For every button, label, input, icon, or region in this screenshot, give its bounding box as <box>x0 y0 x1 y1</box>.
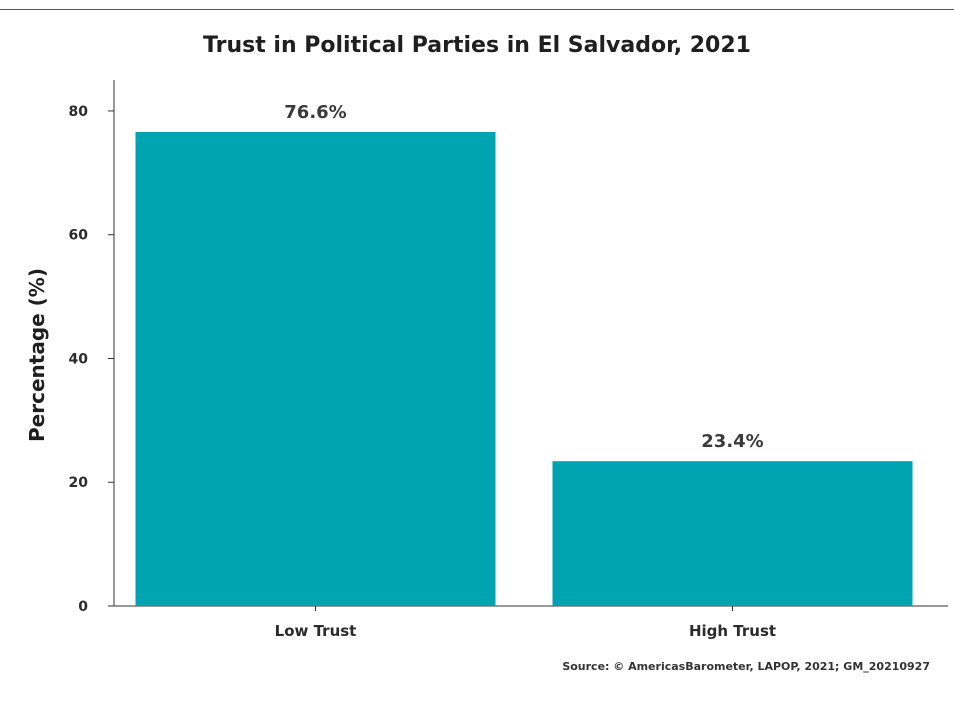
y-tick-label: 60 <box>69 228 89 244</box>
top-rule <box>0 9 954 10</box>
x-tick-label: Low Trust <box>275 622 357 640</box>
bars: 76.6% 23.4% <box>135 102 913 606</box>
y-tick-label: 0 <box>78 599 88 615</box>
y-tick-label: 80 <box>69 104 89 120</box>
y-tick-label: 40 <box>69 351 89 367</box>
x-axis: Low Trust High Trust <box>114 605 948 640</box>
data-label: 76.6% <box>284 102 346 123</box>
data-label: 23.4% <box>701 431 763 452</box>
y-axis: 0 20 40 60 80 <box>69 80 115 615</box>
x-tick-label: High Trust <box>689 622 776 640</box>
y-axis-label: Percentage (%) <box>25 268 49 442</box>
chart-title: Trust in Political Parties in El Salvado… <box>203 33 751 58</box>
source-note: Source: © AmericasBarometer, LAPOP, 2021… <box>562 660 930 673</box>
y-tick-label: 20 <box>69 475 89 491</box>
bar-low-trust <box>135 131 496 606</box>
bar-high-trust <box>552 461 913 606</box>
